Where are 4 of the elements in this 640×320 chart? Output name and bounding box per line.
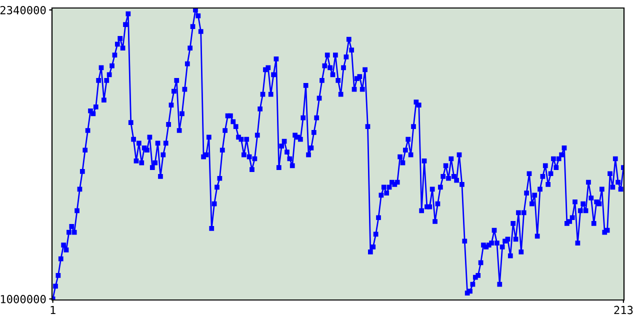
x-tick-label: 213 [614,306,633,314]
x-tick-label: 1 [50,306,56,314]
y-tick-label: 2340000 [0,6,46,14]
y-tick-label: 1000000 [0,294,46,304]
